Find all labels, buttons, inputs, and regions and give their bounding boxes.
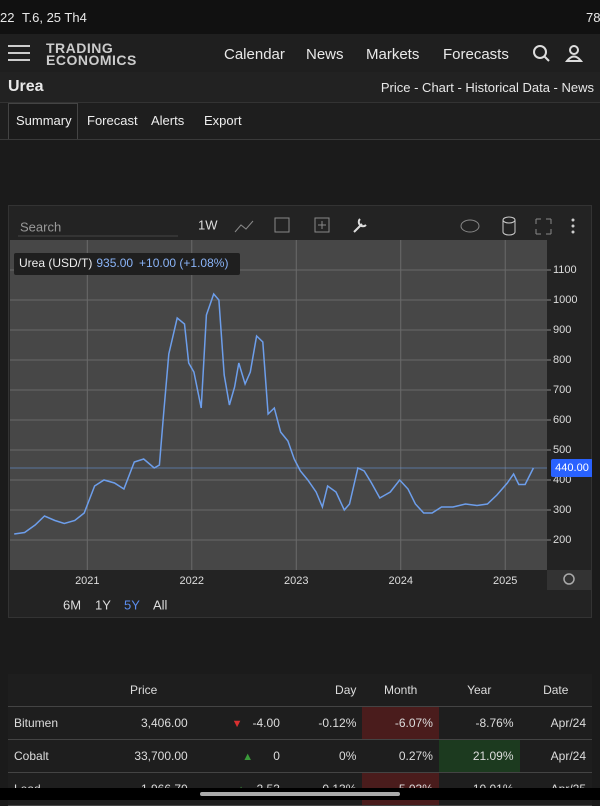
- y-tick-label: 900: [553, 324, 571, 336]
- legend-box: [14, 253, 240, 275]
- range-button[interactable]: All: [153, 597, 168, 612]
- column-header: Month: [362, 674, 439, 707]
- calendar-icon[interactable]: [274, 217, 290, 233]
- column-header: Day: [285, 674, 363, 707]
- menu-icon[interactable]: [8, 42, 32, 64]
- brand[interactable]: ECONOMICS: [46, 52, 137, 68]
- price-line: [14, 292, 535, 535]
- tab[interactable]: Alerts: [151, 113, 185, 128]
- status-battery: 78: [586, 10, 600, 25]
- column-header: Date: [519, 674, 592, 707]
- search-input[interactable]: Search: [20, 219, 61, 234]
- table-header: Price Day Month Year Date: [8, 674, 592, 707]
- cell: -6.07%: [362, 706, 439, 740]
- x-tick-label: 2024: [388, 575, 412, 587]
- table-row[interactable]: Cobalt 33,700.00 ▲ 0 0% 0.27% 21.09% Apr/24: [8, 739, 592, 773]
- cell: 21.09%: [438, 739, 520, 773]
- database-icon[interactable]: [502, 216, 516, 224]
- cell: 0: [273, 749, 280, 763]
- chart-panel: Search 1W Urea (USD/T) 935.00 +10.00 (+1.0…: [8, 205, 592, 618]
- nav-link[interactable]: Forecasts: [443, 46, 509, 63]
- subheader: Urea Price - Chart - Historical Data - N…: [0, 72, 600, 103]
- x-tick-label: 2022: [180, 575, 204, 587]
- x-tick-label: 2025: [493, 575, 517, 587]
- y-tick-label: 600: [553, 414, 571, 426]
- fullscreen-icon[interactable]: [535, 218, 552, 235]
- cell: -8.76%: [438, 706, 520, 740]
- settings-icon[interactable]: [353, 218, 367, 233]
- cell: Bitumen: [8, 706, 94, 740]
- download-icon[interactable]: [460, 219, 480, 233]
- axis-settings-icon: [563, 573, 575, 585]
- nav-link[interactable]: Calendar: [224, 46, 285, 63]
- cell: 3,406.00: [93, 706, 194, 740]
- nav-link[interactable]: Markets: [366, 46, 420, 63]
- y-tick-label: 700: [553, 384, 571, 396]
- y-tick-label: 200: [553, 534, 571, 546]
- tab[interactable]: Summary: [16, 113, 72, 128]
- cell: 33,700.00: [93, 739, 194, 773]
- cell: Apr/24: [519, 739, 592, 773]
- tab-bar: Summary Forecast Alerts Export: [0, 103, 600, 140]
- legend: Urea (USD/T) 935.00 +10.00 (+1.08%): [19, 256, 228, 270]
- last-price-tag: [551, 459, 592, 477]
- x-tick-label: 2021: [75, 575, 99, 587]
- range-button[interactable]: 5Y: [124, 597, 140, 612]
- user-icon[interactable]: [565, 44, 585, 64]
- legend-series: Urea (USD/T): [19, 256, 92, 270]
- chart: Search 1W Urea (USD/T) 935.00 +10.00 (+1.0…: [10, 216, 592, 612]
- nav-link[interactable]: News: [306, 46, 344, 63]
- x-tick-label: 2023: [284, 575, 308, 587]
- legend-change: +10.00 (+1.08%): [139, 256, 228, 270]
- legend-price: 935.00: [96, 256, 133, 270]
- cell: 0.27%: [362, 739, 439, 773]
- cell: -4.00: [252, 716, 280, 730]
- range-button[interactable]: 6M: [63, 597, 81, 612]
- more-icon[interactable]: [571, 218, 575, 222]
- chart-type-icon[interactable]: [234, 220, 254, 233]
- top-nav: TRADING ECONOMICS Calendar News Markets …: [0, 34, 600, 72]
- last-price-label: 440.00: [555, 462, 589, 474]
- cell: Cobalt: [8, 739, 94, 773]
- column-header: Price: [93, 674, 194, 707]
- status-date: T.6, 25 Th4: [22, 10, 87, 25]
- status-bar: 22 T.6, 25 Th4 78: [0, 0, 600, 34]
- brand[interactable]: TRADING: [46, 40, 114, 56]
- table-row[interactable]: Bitumen 3,406.00 ▼ -4.00 -0.12% -6.07% -8.76%…: [8, 706, 592, 740]
- y-tick-label: 300: [553, 504, 571, 516]
- commodity-table: Price Day Month Year Date Bitumen 3,406.00 ▼ -…: [8, 674, 592, 806]
- y-tick-label: 1100: [553, 264, 577, 276]
- page-title: Urea: [8, 78, 44, 95]
- tab[interactable]: Export: [204, 113, 242, 128]
- nav-bar: [0, 788, 600, 800]
- cell: -0.12%: [285, 706, 363, 740]
- plot-area: [10, 240, 547, 570]
- status-time: 22: [0, 10, 15, 25]
- y-tick-label: 800: [553, 354, 571, 366]
- column-header: Year: [438, 674, 520, 707]
- sub-links[interactable]: Price - Chart - Historical Data - News: [380, 80, 594, 95]
- cell: Apr/24: [519, 706, 592, 740]
- cell: 0%: [285, 739, 363, 773]
- range-button[interactable]: 1Y: [95, 597, 111, 612]
- add-icon[interactable]: [314, 217, 330, 233]
- tab[interactable]: Forecast: [87, 113, 138, 128]
- interval-button[interactable]: 1W: [198, 217, 218, 232]
- y-tick-label: 1000: [553, 294, 577, 306]
- y-tick-label: 500: [553, 444, 571, 456]
- search-icon[interactable]: [532, 44, 552, 64]
